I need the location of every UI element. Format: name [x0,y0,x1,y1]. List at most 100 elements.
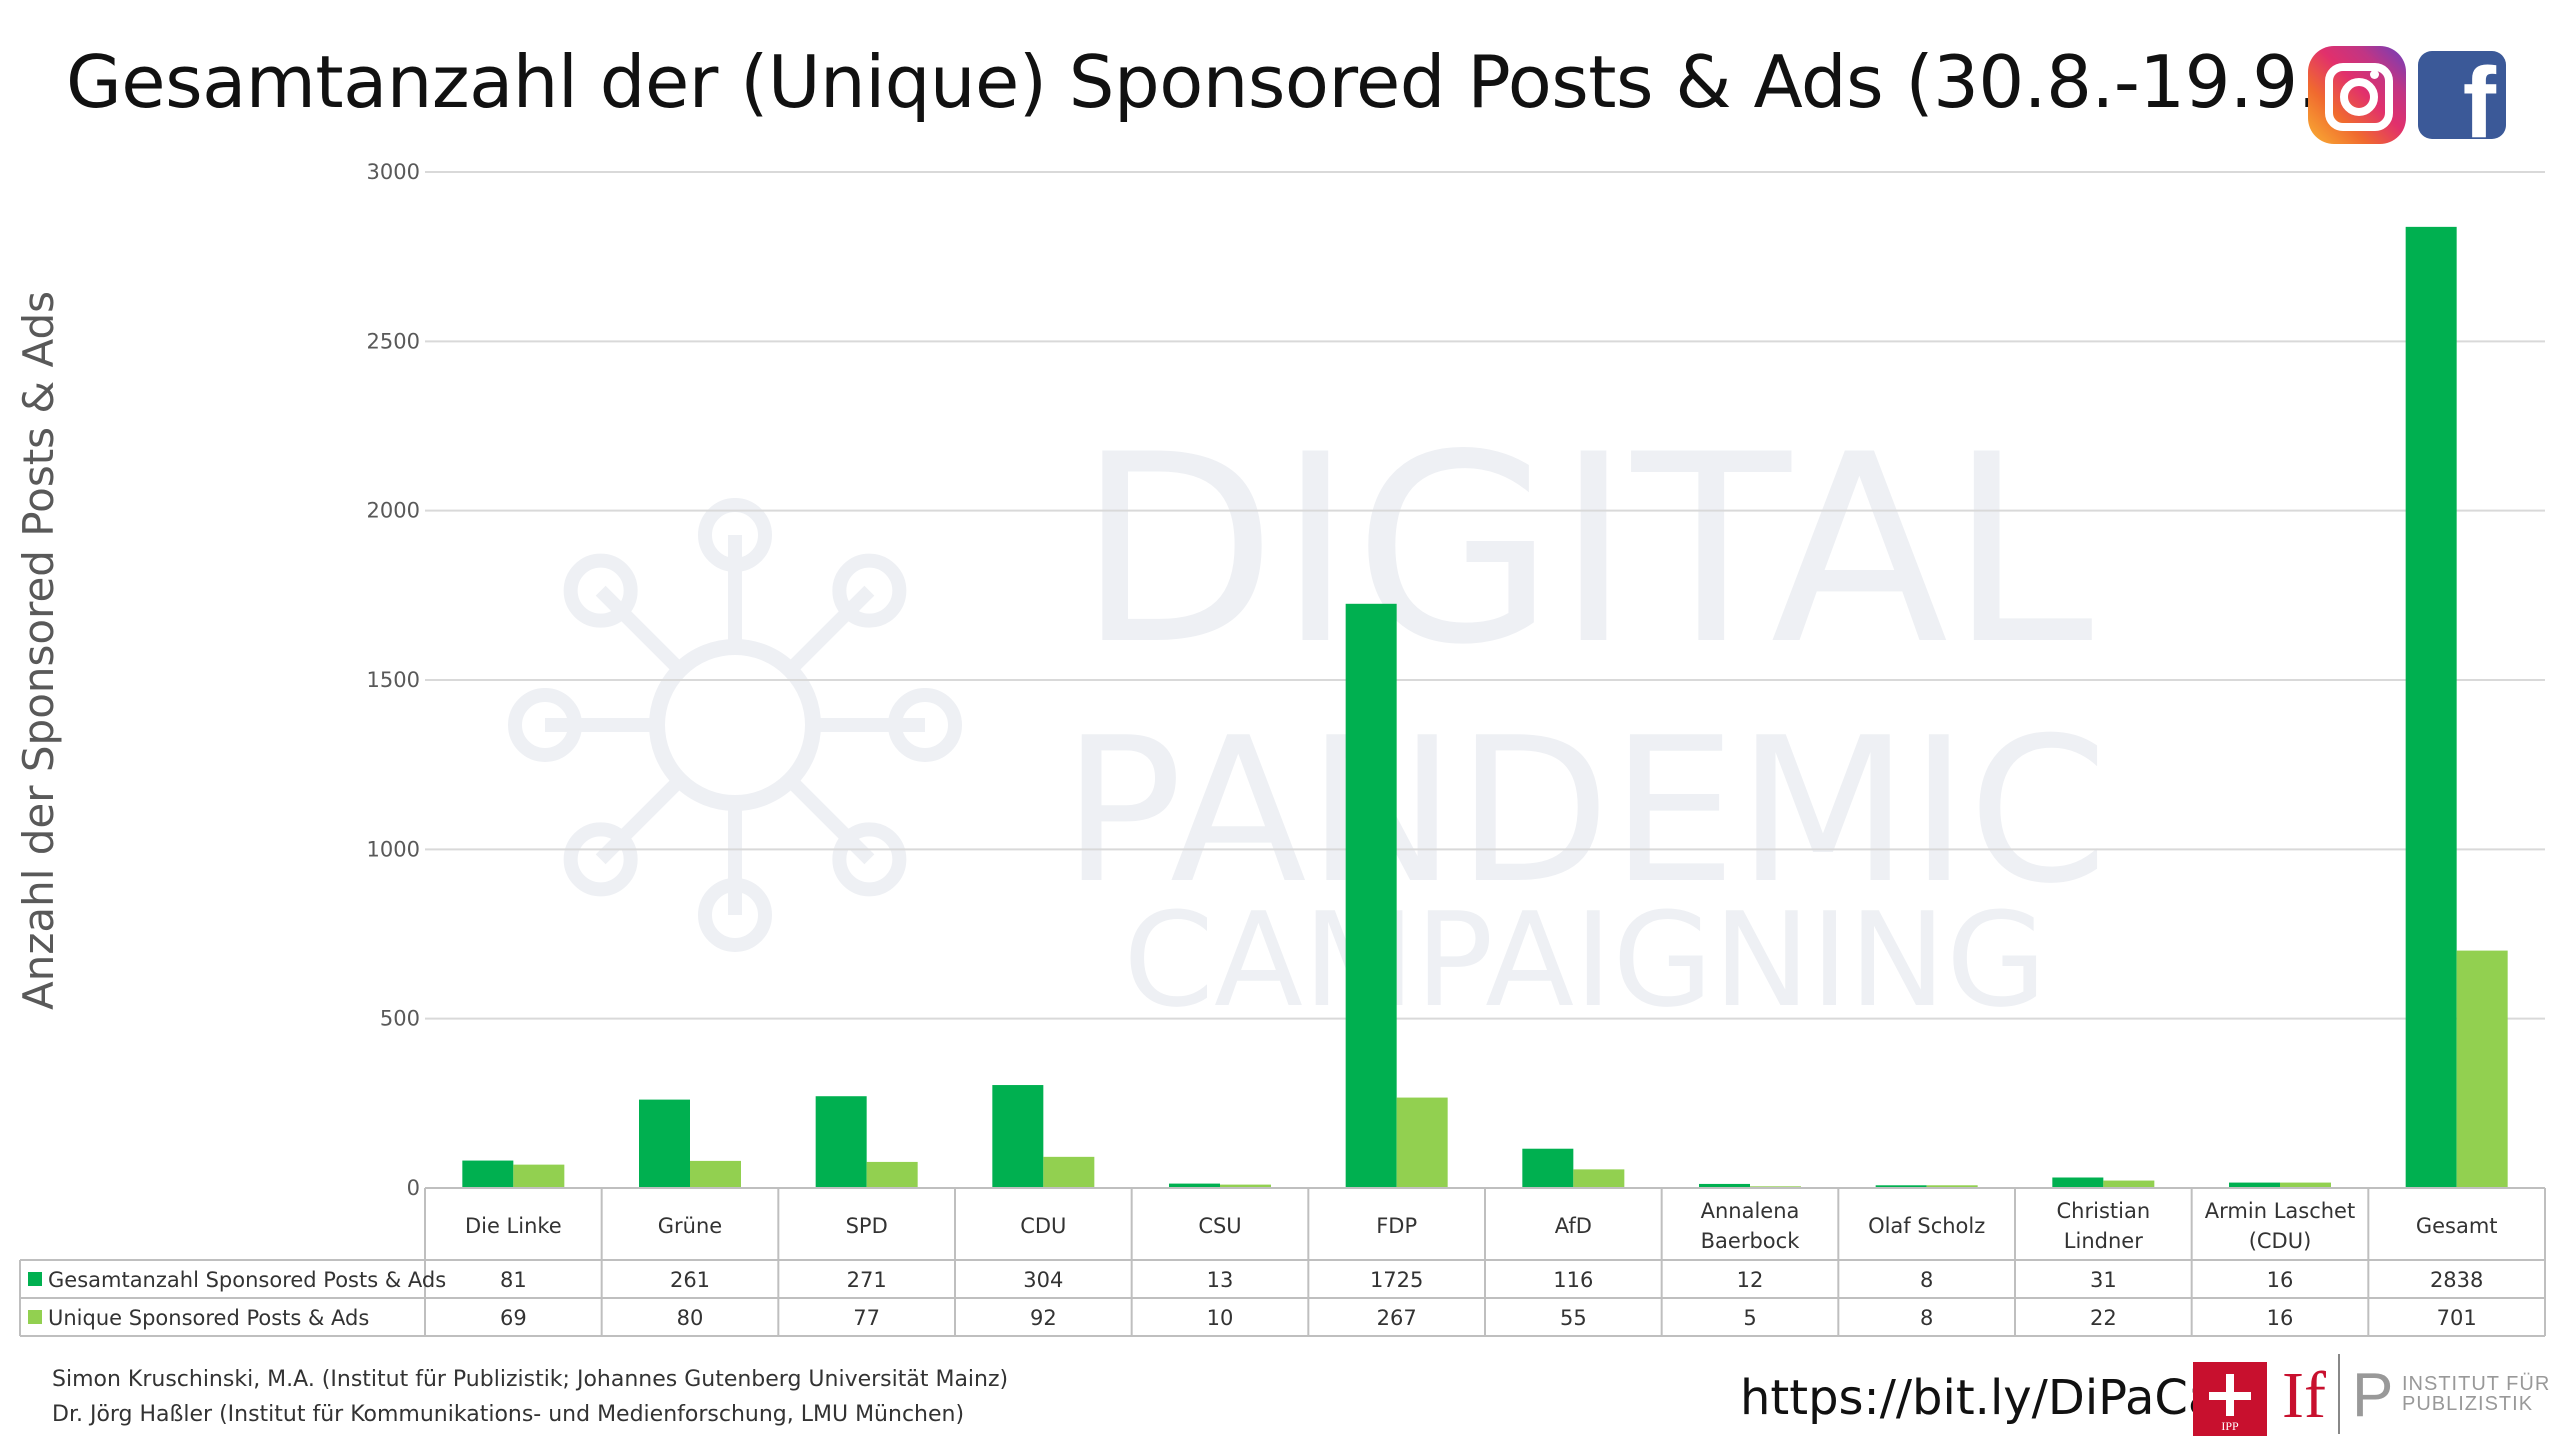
data-table-value: 10 [1207,1306,1234,1330]
bar-unique [1396,1097,1448,1188]
watermark-line: DIGITAL [1077,400,2095,702]
x-tick-label: FDP [1376,1214,1417,1238]
y-tick-label: 2000 [367,499,420,523]
bar-gesamt [639,1099,690,1188]
legend-swatch [28,1272,42,1286]
watermark-node [698,498,772,572]
watermark-spoke [785,775,875,865]
watermark-node [698,878,772,952]
ifp-logo-name: INSTITUT FÜR PUBLIZISTIK [2402,1373,2551,1415]
watermark-spoke [595,775,685,865]
social-logos: f [2308,46,2506,144]
data-table-value: 8 [1920,1306,1933,1330]
data-table-value: 116 [1553,1268,1593,1292]
legend-label: Unique Sponsored Posts & Ads [48,1306,369,1330]
y-tick-label: 3000 [367,160,420,184]
watermark-spoke [595,585,685,675]
y-tick-label: 2500 [367,329,420,353]
bar-gesamt [815,1096,867,1188]
bar-gesamt [2229,1182,2280,1188]
data-table-value: 12 [1737,1268,1764,1292]
bar-unique [1926,1185,1978,1188]
x-tick-label: (CDU) [2249,1229,2312,1253]
bar-unique [866,1161,918,1188]
data-table-value: 261 [670,1268,710,1292]
data-table-value: 22 [2090,1306,2117,1330]
watermark-hub-icon [649,639,821,811]
bar-unique [1220,1184,1271,1188]
data-table-value: 16 [2267,1306,2294,1330]
ipp-logo-text: IPP [2221,1419,2239,1433]
author-2: Dr. Jörg Haßler (Institut für Kommunikat… [52,1402,965,1427]
data-table-value: 69 [500,1306,527,1330]
facebook-logo-icon: f [2418,51,2506,139]
watermark-node [832,553,907,628]
watermark-node [508,688,582,762]
watermark-spoke [785,585,875,675]
instagram-logo-icon [2308,46,2406,144]
data-table-value: 13 [1207,1268,1234,1292]
bar-unique [690,1160,741,1188]
x-tick-label: Armin Laschet [2205,1199,2355,1223]
watermark-node [832,822,907,897]
data-table-value: 271 [847,1268,887,1292]
watermark-line: PANDEMIC [1062,695,2108,928]
data-table-value: 5 [1743,1306,1756,1330]
footer-url-link[interactable]: https://bit.ly/DiPaCa [1740,1370,2218,1426]
x-tick-label: Annalena [1701,1199,1800,1223]
bar-gesamt [992,1085,1044,1188]
bar-gesamt [2405,226,2457,1188]
data-table-value: 80 [677,1306,704,1330]
ipp-logo-icon: IPP [2193,1362,2267,1436]
bar-gesamt [462,1160,514,1188]
page-title: Gesamtanzahl der (Unique) Sponsored Post… [66,40,2348,124]
x-tick-label: Lindner [2064,1229,2143,1253]
ifp-logo-p: P [2352,1361,2394,1430]
watermark-node [563,553,638,628]
watermark-line: CAMPAIGNING [1123,884,2047,1036]
bar-gesamt [1169,1183,1220,1188]
data-table-value: 81 [500,1268,527,1292]
data-table-value: 31 [2090,1268,2117,1292]
y-tick-label: 1000 [367,837,420,861]
bar-unique [1573,1169,1625,1188]
bar-unique [2103,1180,2155,1188]
x-tick-label: Gesamt [2416,1214,2498,1238]
data-table-value: 1725 [1370,1268,1423,1292]
bar-unique [1043,1156,1095,1188]
bar-gesamt [2052,1177,2104,1188]
data-table-value: 8 [1920,1268,1933,1292]
author-1: Simon Kruschinski, M.A. (Institut für Pu… [52,1367,1009,1392]
bar-gesamt [1875,1185,1927,1188]
bar-gesamt [1522,1148,1574,1188]
x-tick-label: Grüne [658,1214,722,1238]
bar-gesamt [1699,1183,1750,1188]
x-tick-label: Baerbock [1701,1229,1801,1253]
data-table-value: 55 [1560,1306,1587,1330]
bar-unique [513,1164,565,1188]
data-table-value: 16 [2267,1268,2294,1292]
watermark-node [563,822,638,897]
x-tick-label: SPD [846,1214,888,1238]
data-table-value: 2838 [2430,1268,2483,1292]
footer-authors: Simon Kruschinski, M.A. (Institut für Pu… [52,1362,1008,1432]
legend-label: Gesamtanzahl Sponsored Posts & Ads [48,1268,446,1292]
data-table-value: 77 [853,1306,880,1330]
ifp-logo-divider [2338,1354,2340,1434]
data-table-value: 701 [2437,1306,2477,1330]
x-tick-label: CDU [1020,1214,1066,1238]
x-tick-label: Christian [2057,1199,2151,1223]
ifp-logo-if: If [2282,1359,2326,1432]
x-tick-label: AfD [1555,1214,1592,1238]
y-tick-label: 500 [380,1007,420,1031]
bar-unique [2280,1182,2331,1188]
watermark-node [888,688,962,762]
y-tick-label: 0 [407,1176,420,1200]
legend-swatch [28,1310,42,1324]
x-tick-label: Die Linke [465,1214,562,1238]
x-tick-label: Olaf Scholz [1868,1214,1985,1238]
data-table-value: 267 [1377,1306,1417,1330]
x-tick-label: CSU [1198,1214,1241,1238]
data-table-value: 304 [1023,1268,1063,1292]
